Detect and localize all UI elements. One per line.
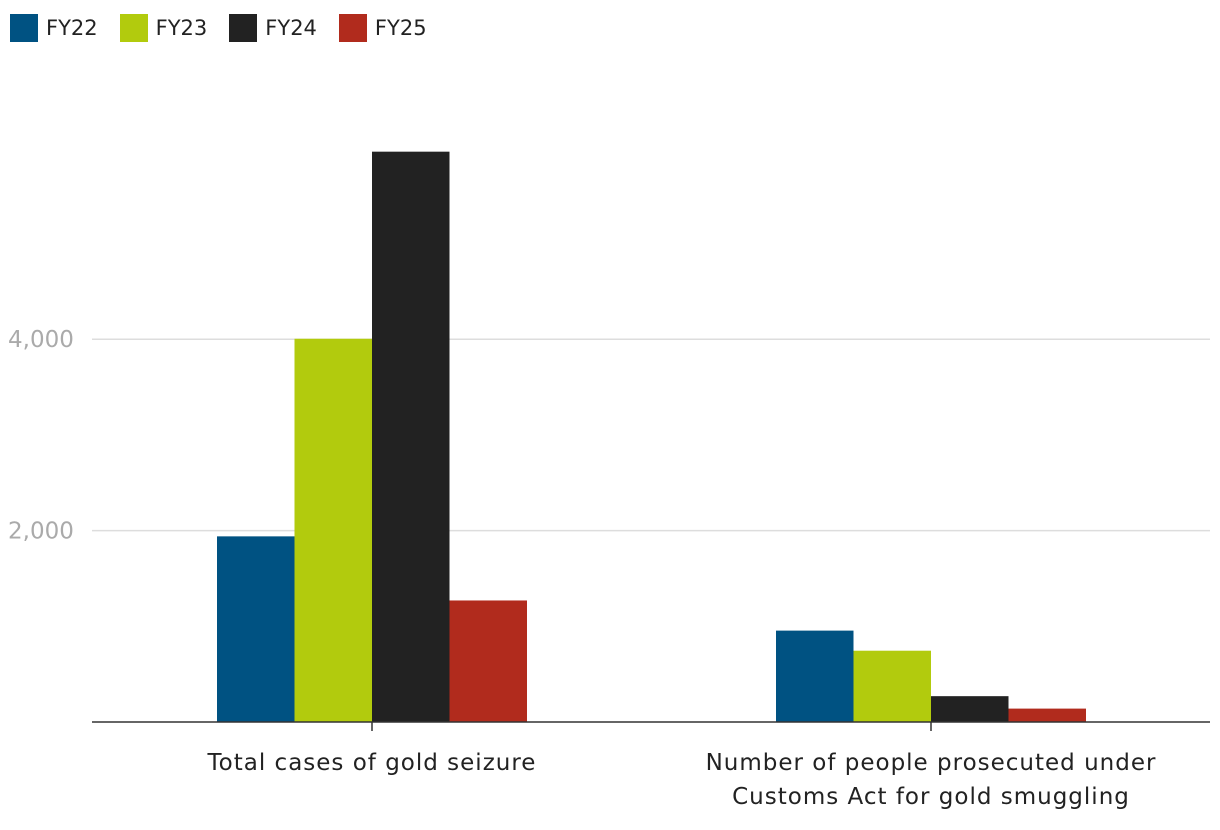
legend-item-fy25: FY25 — [338, 14, 427, 42]
category-labels: Total cases of gold seizure Number of peo… — [207, 750, 1157, 810]
gridlines — [92, 338, 1210, 532]
bar-fy23-1 — [853, 650, 931, 722]
category-label-line: Total cases of gold seizure — [207, 750, 537, 776]
legend-swatch — [229, 14, 258, 42]
bar-fy25-0 — [449, 600, 527, 722]
legend-swatch — [338, 14, 367, 42]
category-label-line: Customs Act for gold smuggling — [732, 784, 1130, 810]
bars — [217, 151, 1086, 723]
legend-item-fy24: FY24 — [229, 14, 317, 42]
legend-swatch — [119, 14, 148, 42]
bar-fy25-1 — [1008, 708, 1086, 722]
bar-fy22-1 — [776, 630, 854, 722]
legend-label: FY22 — [46, 16, 98, 40]
bar-fy24-1 — [931, 696, 1009, 722]
category-label: Total cases of gold seizure — [207, 750, 537, 776]
bar-fy22-0 — [217, 536, 295, 722]
y-tick-label: 2,000 — [8, 519, 74, 545]
legend-item-fy23: FY23 — [119, 14, 208, 42]
category-label: Number of people prosecuted under Customs… — [706, 750, 1157, 810]
legend-label: FY23 — [155, 16, 208, 40]
legend-swatch — [10, 14, 38, 42]
bar-fy23-0 — [294, 338, 372, 722]
y-axis-ticks: 2,000 4,000 — [8, 327, 74, 544]
x-axis — [92, 721, 1210, 731]
legend: FY22 FY23 FY24 FY25 — [10, 14, 449, 42]
category-label-line: Number of people prosecuted under — [706, 750, 1157, 776]
bar-fy24-0 — [372, 151, 450, 723]
legend-label: FY25 — [374, 16, 427, 40]
legend-label: FY24 — [265, 16, 317, 40]
legend-item-fy22: FY22 — [10, 14, 98, 42]
y-tick-label: 4,000 — [8, 327, 74, 353]
